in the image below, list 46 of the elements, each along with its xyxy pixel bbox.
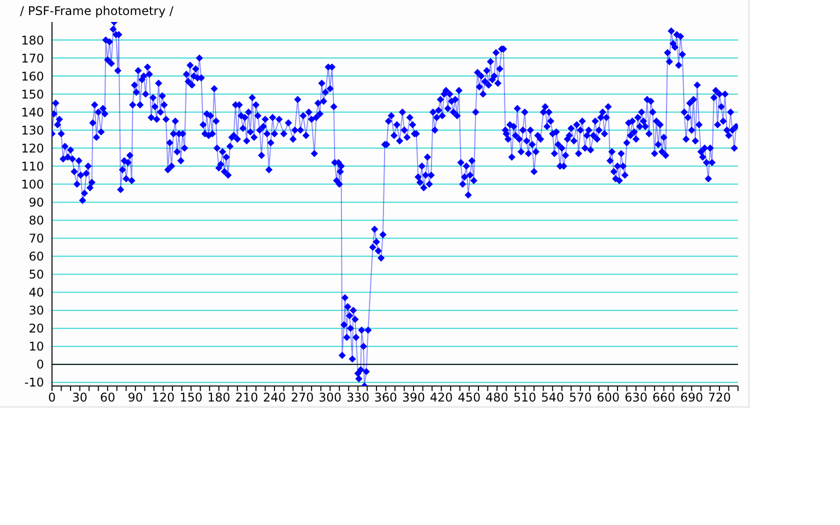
- y-tick-label: 30: [28, 304, 44, 318]
- x-tick-label: 210: [235, 390, 258, 405]
- y-tick-label: 180: [21, 33, 44, 48]
- y-tick-label: 60: [28, 250, 44, 264]
- y-tick-label: 50: [28, 268, 44, 282]
- y-tick-label: 110: [21, 159, 44, 174]
- x-tick-label: 570: [568, 390, 592, 405]
- x-tick-label: 270: [290, 390, 314, 405]
- x-tick-label: 660: [652, 390, 676, 405]
- x-tick-label: 330: [346, 390, 370, 405]
- x-tick-label: 450: [458, 390, 481, 405]
- x-tick-label: 540: [541, 390, 564, 405]
- x-tick-label: 0: [48, 390, 56, 405]
- y-tick-label: 20: [28, 322, 44, 336]
- y-tick-label: 160: [21, 69, 44, 84]
- x-tick-label: 360: [374, 390, 398, 405]
- y-tick-label: 120: [21, 141, 44, 156]
- x-tick-label: 150: [180, 390, 203, 405]
- y-tick-label: 40: [28, 286, 44, 300]
- y-tick-label: 0: [36, 358, 44, 372]
- x-tick-label: 240: [263, 390, 286, 405]
- y-tick-label: 100: [21, 177, 44, 192]
- x-tick-label: 510: [513, 390, 536, 405]
- y-tick-label: 80: [28, 213, 44, 228]
- x-tick-label: 630: [624, 390, 648, 405]
- x-tick-label: 300: [318, 390, 342, 405]
- y-tick-label: 10: [28, 340, 44, 354]
- x-tick-label: 90: [128, 390, 144, 405]
- y-tick-label: 90: [28, 195, 44, 210]
- x-tick-label: 60: [100, 390, 116, 405]
- x-tick-label: 180: [207, 390, 230, 405]
- x-tick-label: 600: [596, 390, 620, 405]
- x-tick-label: 390: [402, 390, 425, 405]
- y-tick-label: 70: [28, 232, 44, 246]
- y-tick-label: 130: [21, 123, 44, 138]
- x-tick-label: 420: [430, 390, 453, 405]
- y-tick-label: 170: [21, 51, 44, 66]
- chart-title: / PSF-Frame photometry /: [20, 4, 174, 18]
- x-tick-label: 480: [486, 390, 508, 405]
- x-tick-label: 30: [72, 390, 88, 405]
- x-tick-label: 720: [708, 390, 731, 405]
- x-tick-label: 690: [680, 390, 704, 405]
- y-tick-label: 150: [21, 87, 44, 102]
- x-tick-label: 120: [152, 390, 175, 405]
- y-tick-label: -10: [24, 376, 44, 390]
- y-tick-label: 140: [21, 105, 44, 120]
